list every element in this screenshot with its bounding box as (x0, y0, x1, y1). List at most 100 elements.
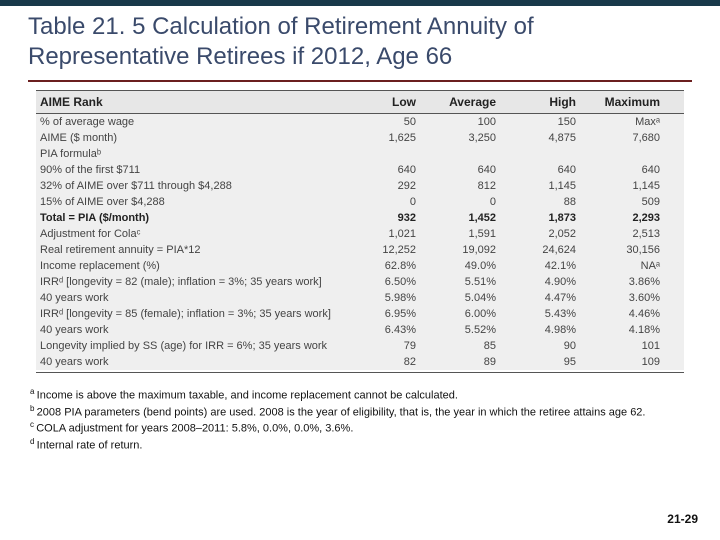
row-value: 1,591 (424, 228, 504, 240)
row-value: 640 (504, 164, 584, 176)
row-value: 4,875 (504, 132, 584, 144)
row-value: 109 (584, 356, 668, 368)
row-label: Adjustment for Colaᶜ (36, 228, 344, 240)
slide-title: Table 21. 5 Calculation of Retirement An… (28, 12, 692, 72)
row-value: 4.46% (584, 308, 668, 320)
row-label: Real retirement annuity = PIA*12 (36, 244, 344, 256)
row-value: 3,250 (424, 132, 504, 144)
row-label: IRRᵈ [longevity = 85 (female); inflation… (36, 308, 344, 320)
row-value: 5.04% (424, 292, 504, 304)
row-label: % of average wage (36, 116, 344, 128)
title-wrap: Table 21. 5 Calculation of Retirement An… (0, 6, 720, 78)
row-value: 90 (504, 340, 584, 352)
row-value: 7,680 (584, 132, 668, 144)
row-value: 5.51% (424, 276, 504, 288)
row-value: 4.98% (504, 324, 584, 336)
row-value: 1,021 (344, 228, 424, 240)
row-value: 150 (504, 116, 584, 128)
row-label: AIME ($ month) (36, 132, 344, 144)
row-label: Total = PIA ($/month) (36, 212, 344, 224)
row-label: Income replacement (%) (36, 260, 344, 272)
row-value: 1,145 (504, 180, 584, 192)
row-value: 292 (344, 180, 424, 192)
row-label: IRRᵈ [longevity = 82 (male); inflation =… (36, 276, 344, 288)
table-row: PIA formulaᵇ (36, 146, 684, 162)
footnote-b: b 2008 PIA parameters (bend points) are … (30, 404, 690, 421)
footnote-d: d Internal rate of return. (30, 437, 690, 454)
row-value: 85 (424, 340, 504, 352)
table-row: 90% of the first $711640640640640 (36, 162, 684, 178)
row-value: 62.8% (344, 260, 424, 272)
row-value: 2,052 (504, 228, 584, 240)
row-value: 95 (504, 356, 584, 368)
row-value: 5.98% (344, 292, 424, 304)
row-value: 6.43% (344, 324, 424, 336)
row-value (504, 148, 584, 160)
row-value: 2,513 (584, 228, 668, 240)
row-value: 100 (424, 116, 504, 128)
row-value: 1,625 (344, 132, 424, 144)
table: AIME Rank Low Average High Maximum % of … (36, 90, 684, 373)
row-value: 89 (424, 356, 504, 368)
page-number: 21-29 (667, 512, 698, 526)
table-row: 15% of AIME over $4,2880088509 (36, 194, 684, 210)
row-value: 88 (504, 196, 584, 208)
row-value: 42.1% (504, 260, 584, 272)
table-body: % of average wage50100150MaxᵃAIME ($ mon… (36, 114, 684, 370)
row-value (584, 148, 668, 160)
row-label: 15% of AIME over $4,288 (36, 196, 344, 208)
row-label: 40 years work (36, 356, 344, 368)
row-value (424, 148, 504, 160)
row-value: 640 (344, 164, 424, 176)
row-value: 6.00% (424, 308, 504, 320)
row-value: 5.52% (424, 324, 504, 336)
row-value: 812 (424, 180, 504, 192)
row-value: 640 (584, 164, 668, 176)
table-row: Real retirement annuity = PIA*1212,25219… (36, 242, 684, 258)
row-label: 40 years work (36, 324, 344, 336)
row-value: 79 (344, 340, 424, 352)
row-value: 4.18% (584, 324, 668, 336)
row-value: 101 (584, 340, 668, 352)
header-col-average: Average (424, 95, 504, 109)
table-row: % of average wage50100150Maxᵃ (36, 114, 684, 130)
row-value: 1,145 (584, 180, 668, 192)
row-value: 5.43% (504, 308, 584, 320)
row-value: 4.90% (504, 276, 584, 288)
row-value: 6.95% (344, 308, 424, 320)
footnote-a: a Income is above the maximum taxable, a… (30, 387, 690, 404)
table-row: Total = PIA ($/month)9321,4521,8732,293 (36, 210, 684, 226)
table-bottom-rule (36, 372, 684, 373)
row-value: 2,293 (584, 212, 668, 224)
title-underline (28, 80, 692, 82)
row-value: 50 (344, 116, 424, 128)
row-value: 49.0% (424, 260, 504, 272)
table-row: IRRᵈ [longevity = 85 (female); inflation… (36, 306, 684, 322)
row-value: 3.86% (584, 276, 668, 288)
table-row: 40 years work5.98%5.04%4.47%3.60% (36, 290, 684, 306)
table-row: Longevity implied by SS (age) for IRR = … (36, 338, 684, 354)
row-value: Maxᵃ (584, 116, 668, 128)
table-row: IRRᵈ [longevity = 82 (male); inflation =… (36, 274, 684, 290)
table-row: Income replacement (%)62.8%49.0%42.1%NAᵃ (36, 258, 684, 274)
table-header-row: AIME Rank Low Average High Maximum (36, 90, 684, 114)
row-value: 82 (344, 356, 424, 368)
header-col-low: Low (344, 95, 424, 109)
row-label: 40 years work (36, 292, 344, 304)
row-value: 932 (344, 212, 424, 224)
row-value: 4.47% (504, 292, 584, 304)
table-row: Adjustment for Colaᶜ1,0211,5912,0522,513 (36, 226, 684, 242)
row-label: Longevity implied by SS (age) for IRR = … (36, 340, 344, 352)
row-value: 19,092 (424, 244, 504, 256)
footnotes: a Income is above the maximum taxable, a… (30, 387, 690, 453)
row-value (344, 148, 424, 160)
row-value: 30,156 (584, 244, 668, 256)
row-value: 24,624 (504, 244, 584, 256)
row-value: 12,252 (344, 244, 424, 256)
table-row: AIME ($ month)1,6253,2504,8757,680 (36, 130, 684, 146)
row-value: 3.60% (584, 292, 668, 304)
table-row: 32% of AIME over $711 through $4,2882928… (36, 178, 684, 194)
row-value: 640 (424, 164, 504, 176)
table-row: 40 years work828995109 (36, 354, 684, 370)
header-label: AIME Rank (36, 95, 344, 109)
